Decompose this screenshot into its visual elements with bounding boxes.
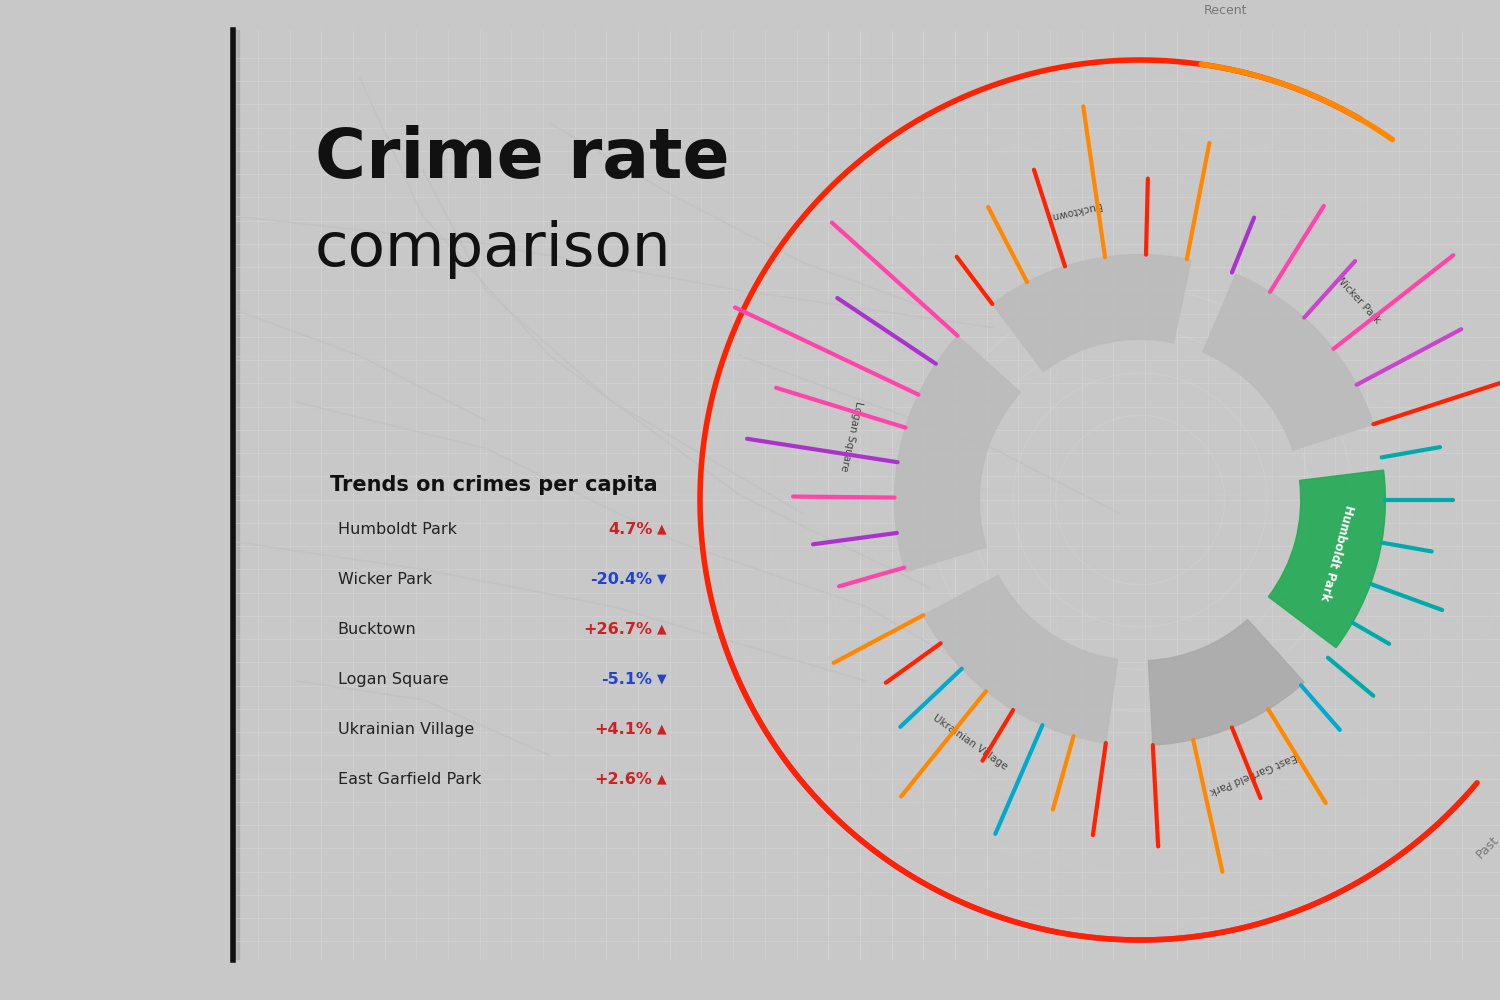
Wedge shape	[894, 336, 1020, 572]
Text: ▲: ▲	[657, 722, 666, 735]
Text: Ukrainian Village: Ukrainian Village	[338, 722, 474, 737]
Text: Logan Square: Logan Square	[839, 400, 864, 472]
Text: Wicker Park: Wicker Park	[338, 572, 432, 587]
Text: Bucktown: Bucktown	[1050, 200, 1102, 221]
Text: ▼: ▼	[657, 572, 666, 585]
FancyBboxPatch shape	[226, 30, 238, 960]
Text: ▼: ▼	[657, 672, 666, 685]
Text: Bucktown: Bucktown	[338, 622, 416, 637]
Text: Recent: Recent	[1203, 4, 1246, 17]
Text: +4.1%: +4.1%	[594, 722, 652, 737]
Text: Wicker Park: Wicker Park	[1334, 274, 1383, 326]
Text: -5.1%: -5.1%	[602, 672, 652, 687]
Text: East Garfield Park: East Garfield Park	[1209, 751, 1299, 796]
Text: Logan Square: Logan Square	[338, 672, 448, 687]
Text: ▲: ▲	[657, 772, 666, 785]
Text: +2.6%: +2.6%	[594, 772, 652, 787]
Wedge shape	[1149, 619, 1304, 745]
Wedge shape	[924, 575, 1118, 743]
Text: East Garfield Park: East Garfield Park	[338, 772, 482, 787]
Text: ▲: ▲	[657, 622, 666, 635]
Text: Humboldt Park: Humboldt Park	[338, 522, 456, 537]
Wedge shape	[1203, 274, 1374, 450]
Text: 4.7%: 4.7%	[608, 522, 652, 537]
Wedge shape	[1269, 470, 1386, 648]
Text: -20.4%: -20.4%	[591, 572, 652, 587]
Wedge shape	[993, 255, 1191, 372]
Text: ▲: ▲	[657, 522, 666, 535]
Text: +26.7%: +26.7%	[584, 622, 652, 637]
Text: Trends on crimes per capita: Trends on crimes per capita	[330, 475, 657, 495]
Text: Past: Past	[1473, 833, 1500, 861]
Text: comparison: comparison	[315, 220, 672, 279]
Text: Crime rate: Crime rate	[315, 125, 729, 192]
Text: Humboldt Park: Humboldt Park	[1317, 503, 1354, 602]
Text: Ukrainian Village: Ukrainian Village	[932, 713, 1010, 772]
